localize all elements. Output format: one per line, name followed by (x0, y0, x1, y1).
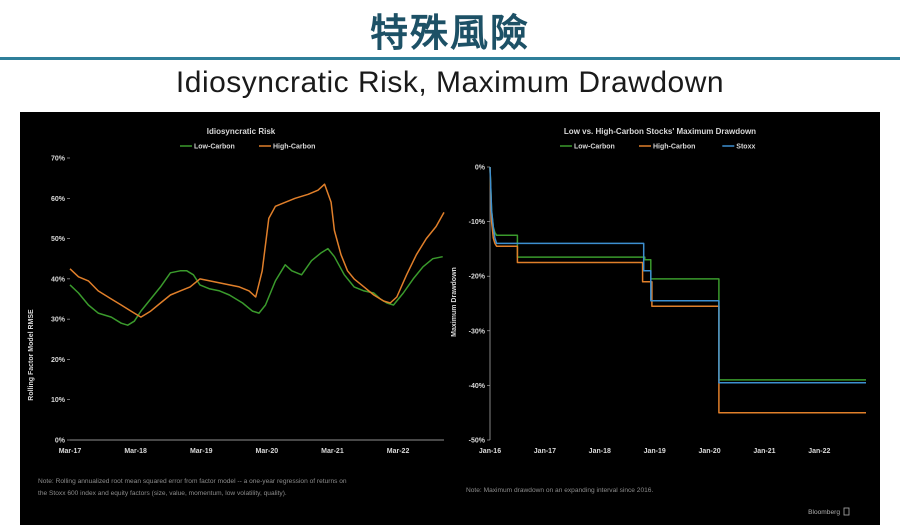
right-x-tick-label: Jan-16 (479, 448, 501, 455)
right-x-tick-label: Jan-20 (698, 448, 720, 455)
right-chart-legend: Low-Carbon High-Carbon Stoxx (560, 144, 755, 151)
right-x-tick-label: Jan-19 (644, 448, 666, 455)
source-credit: Bloomberg (808, 509, 840, 516)
right-series-stoxx-line (489, 166, 866, 384)
left-legend-label: High-Carbon (273, 144, 315, 151)
right-y-tick-label: -50% (469, 438, 486, 445)
left-y-tick-label: 10% (51, 397, 66, 404)
left-x-tick-label: Mar-19 (190, 448, 213, 455)
right-chart-y-ticks: 0% -10% -20% -30% -40% -50% (469, 165, 490, 445)
left-x-tick-label: Mar-21 (321, 448, 344, 455)
max-drawdown-chart: Low vs. High-Carbon Stocks' Maximum Draw… (451, 127, 866, 455)
page-subtitle: Idiosyncratic Risk, Maximum Drawdown (175, 66, 725, 99)
left-chart-x-ticks: Mar-17 Mar-18 Mar-19 Mar-20 Mar-21 Mar-22 (59, 448, 410, 455)
right-y-tick-label: 0% (475, 165, 486, 172)
right-y-tick-label: -10% (469, 219, 486, 226)
left-legend-label: Low-Carbon (194, 144, 235, 151)
bloomberg-logo-icon (843, 507, 850, 516)
right-chart-series (489, 166, 866, 414)
left-footnote-line2: the Stoxx 600 index and equity factors (… (38, 490, 287, 497)
left-y-tick-label: 30% (51, 317, 66, 324)
right-y-tick-label: -30% (469, 328, 486, 335)
left-y-tick-label: 70% (51, 156, 66, 163)
chart-panel: Idiosyncratic Risk Low-Carbon High-Carbon… (20, 112, 880, 525)
left-chart-title: Idiosyncratic Risk (207, 127, 276, 136)
left-chart-y-ticks: 0% 10% 20% 30% 40% 50% 60% 70% (51, 156, 70, 445)
left-x-tick-label: Mar-20 (256, 448, 279, 455)
right-footnote: Note: Maximum drawdown on an expanding i… (466, 487, 653, 494)
right-chart-x-ticks: Jan-16 Jan-17 Jan-18 Jan-19 Jan-20 Jan-21 Jan-… (479, 448, 831, 455)
right-x-tick-label: Jan-22 (808, 448, 830, 455)
right-legend-label: Stoxx (736, 144, 755, 151)
left-x-tick-label: Mar-22 (387, 448, 410, 455)
right-series-high-carbon-line (489, 166, 866, 414)
charts-canvas: Idiosyncratic Risk Low-Carbon High-Carbon… (28, 127, 866, 516)
right-x-tick-label: Jan-18 (589, 448, 611, 455)
right-legend-label: High-Carbon (653, 144, 695, 151)
right-chart-y-axis-label: Maximum Drawdown (451, 267, 458, 337)
left-x-tick-label: Mar-18 (124, 448, 147, 455)
left-y-tick-label: 20% (51, 357, 66, 364)
idiosyncratic-risk-chart: Idiosyncratic Risk Low-Carbon High-Carbon… (28, 127, 445, 455)
left-footnote-line1: Note: Rolling annualized root mean squar… (38, 478, 347, 485)
right-chart-title: Low vs. High-Carbon Stocks' Maximum Draw… (564, 127, 756, 136)
left-chart-legend: Low-Carbon High-Carbon (180, 144, 315, 151)
left-chart-y-axis-label: Rolling Factor Model RMSE (28, 309, 35, 401)
right-x-tick-label: Jan-21 (753, 448, 775, 455)
title-divider (0, 57, 900, 60)
left-chart-series (69, 183, 445, 326)
left-series-high-carbon-line (69, 183, 445, 318)
right-legend-label: Low-Carbon (574, 144, 615, 151)
page-title: 特殊風險 (369, 11, 530, 55)
right-x-tick-label: Jan-17 (534, 448, 556, 455)
right-y-tick-label: -20% (469, 274, 486, 281)
right-series-low-carbon-line (489, 166, 866, 381)
left-y-tick-label: 50% (51, 236, 66, 243)
left-series-low-carbon-line (69, 247, 443, 326)
left-y-tick-label: 60% (51, 196, 66, 203)
left-y-tick-label: 40% (51, 276, 66, 283)
left-y-tick-label: 0% (55, 438, 66, 445)
right-y-tick-label: -40% (469, 383, 486, 390)
left-x-tick-label: Mar-17 (59, 448, 82, 455)
